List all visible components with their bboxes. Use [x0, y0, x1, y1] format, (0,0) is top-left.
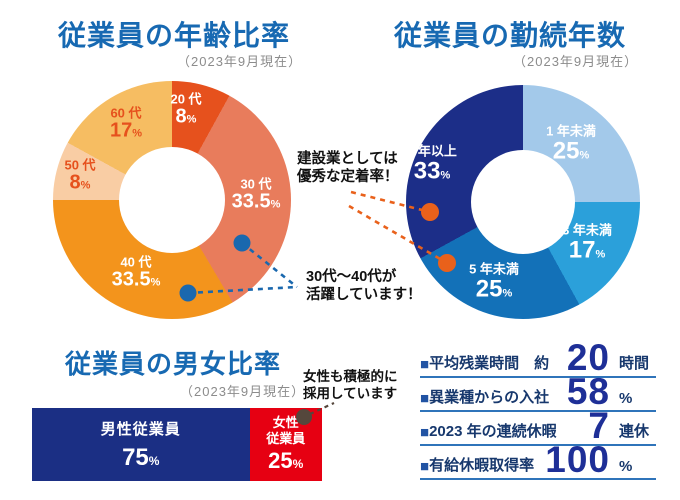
age-donut-hole: [119, 147, 225, 253]
age-chart-subtitle: （2023年9月現在）: [177, 54, 303, 69]
age-segment-label-20s: 20 代 8%: [170, 91, 202, 128]
age-donut-chart: [53, 81, 291, 319]
female-bar-label: 女性 従業員: [266, 414, 306, 446]
square-bullet-icon: ■: [420, 458, 430, 475]
age-segment-label-30s: 30 代 33.5%: [231, 176, 281, 213]
age-segment-label-60s: 60 代 17%: [109, 105, 143, 142]
square-bullet-icon: ■: [420, 356, 430, 373]
square-bullet-icon: ■: [420, 390, 430, 407]
stat-row-career-change: ■ 異業種からの入社 58 %: [420, 373, 656, 412]
annotation-active-generation: 30代〜40代が 活躍しています！: [306, 269, 422, 303]
tenure-chart-title: 従業員の勤続年数: [393, 20, 626, 51]
tenure-segment-label-under5y: 5 年未満 25%: [469, 261, 519, 303]
square-bullet-icon: ■: [420, 424, 430, 441]
tenure-donut-chart: [406, 85, 640, 319]
male-bar-segment: 男性従業員 75%: [32, 408, 250, 481]
tenure-segment-label-over5y: 5 年以上 33%: [407, 143, 457, 185]
gender-chart-title: 従業員の男女比率: [64, 349, 281, 379]
tenure-donut-hole: [471, 150, 575, 254]
age-segment-label-40s: 40 代 33.5%: [111, 254, 161, 291]
gender-chart-subtitle: （2023年9月現在）: [180, 384, 306, 399]
gender-bar-chart: 男性従業員 75% 女性 従業員 25%: [32, 408, 322, 481]
stat-row-overtime: ■ 平均残業時間 約 20 時間: [420, 339, 656, 378]
age-segment-label-50s: 50 代 8%: [64, 157, 96, 194]
age-chart-title: 従業員の年齢比率: [57, 20, 290, 51]
tenure-segment-label-under1y: 1 年未満 25%: [546, 123, 596, 165]
stats-table: ■ 平均残業時間 約 20 時間 ■ 異業種からの入社 58 % ■ 2023 …: [420, 339, 656, 480]
stat-row-consecutive-holidays: ■ 2023 年の連続休暇 7 連休: [420, 407, 656, 446]
tenure-chart-subtitle: （2023年9月現在）: [513, 54, 639, 69]
female-bar-segment: 女性 従業員 25%: [249, 408, 322, 481]
annotation-retention: 建設業としては 優秀な定着率！: [297, 151, 399, 185]
tenure-segment-label-under3y: 3 年未満 17%: [562, 222, 612, 264]
annotation-women-hiring: 女性も積極的に 採用しています: [303, 369, 398, 401]
stat-row-paid-leave: ■ 有給休暇取得率 100 %: [420, 441, 656, 480]
